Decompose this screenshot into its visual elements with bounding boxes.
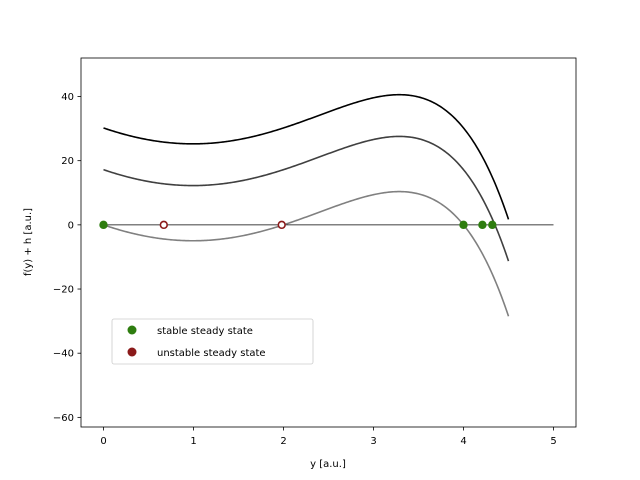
x-tick-label: 4 (460, 436, 466, 447)
curves (103, 93, 510, 317)
unstable-point-2 (277, 220, 286, 230)
legend: stable steady state unstable steady stat… (111, 318, 314, 365)
steady-state-markers (99, 220, 497, 230)
legend-frame (111, 318, 314, 365)
stable-point-1 (99, 220, 108, 230)
series-line-1 (103, 93, 510, 220)
series-line-2 (103, 135, 510, 262)
x-tick-label: 0 (100, 436, 106, 447)
x-axis-label: y [a.u.] (310, 459, 346, 470)
y-tick-label: 20 (61, 156, 74, 167)
y-axis: −60 −40 −20 0 20 40 (53, 92, 81, 424)
x-tick-label: 1 (190, 436, 196, 447)
legend-stable-marker (127, 325, 137, 335)
y-tick-label: 0 (68, 220, 74, 231)
plot-area (99, 93, 554, 317)
legend-unstable-label: unstable steady state (157, 348, 266, 359)
x-axis: 0 1 2 3 4 5 (100, 427, 557, 447)
legend-unstable-marker (127, 347, 137, 357)
axes-frame (80, 57, 577, 428)
y-tick-label: −40 (53, 349, 74, 360)
x-tick-label: 2 (280, 436, 286, 447)
y-tick-label: −60 (53, 413, 74, 424)
y-tick-label: −20 (53, 285, 74, 296)
legend-stable-label: stable steady state (157, 326, 253, 337)
stable-point-4 (488, 220, 497, 230)
unstable-point-1 (159, 220, 169, 230)
y-tick-label: 40 (61, 92, 74, 103)
series-line-3 (103, 190, 510, 317)
stable-point-3 (478, 220, 487, 230)
y-axis-label: f(y) + h [a.u.] (23, 208, 34, 276)
stable-point-2 (459, 220, 468, 230)
x-tick-label: 3 (370, 436, 376, 447)
x-tick-label: 5 (550, 436, 556, 447)
